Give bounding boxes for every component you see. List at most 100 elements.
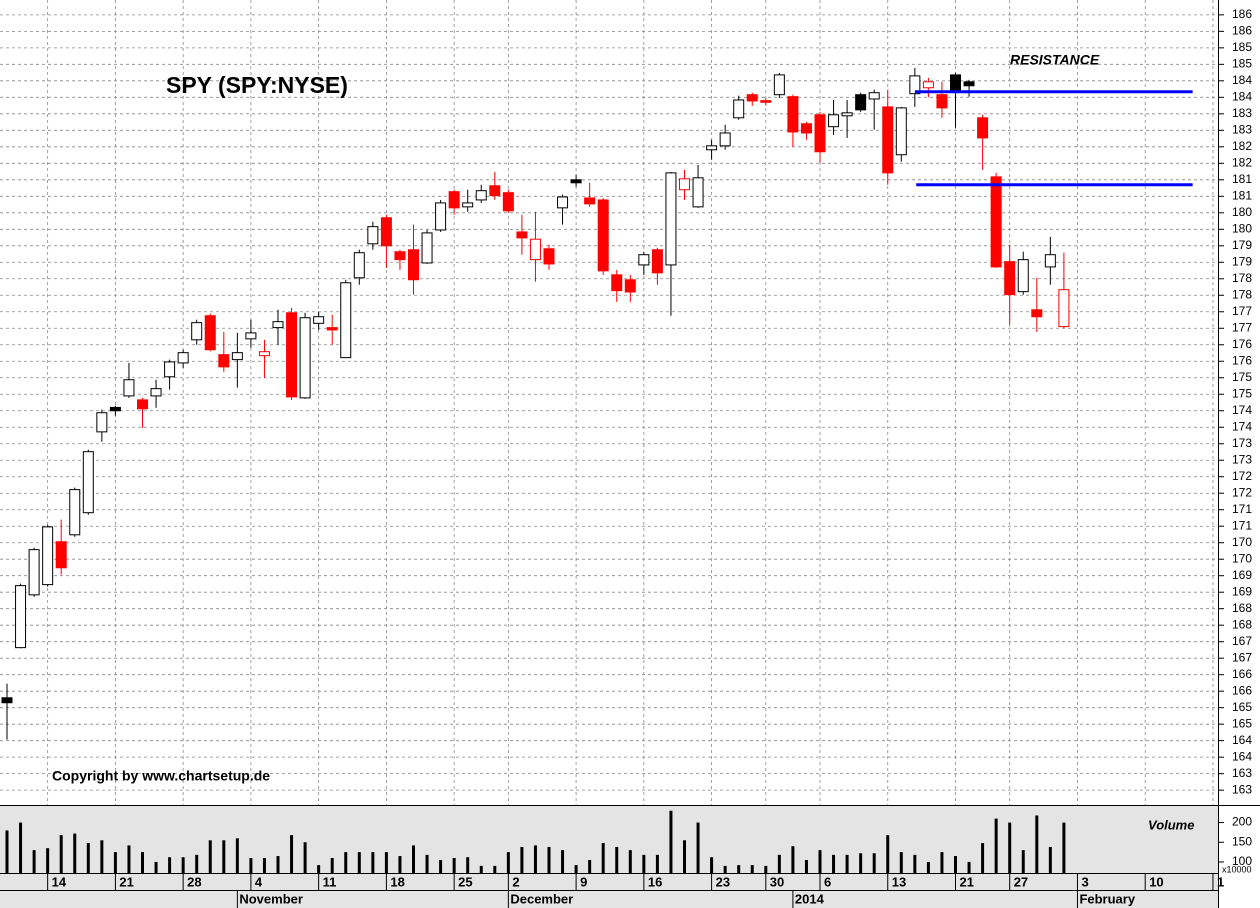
y-tick-label: 184: [1232, 89, 1252, 103]
candle-body: [231, 352, 243, 361]
candle-body: [462, 202, 474, 208]
volume-bar: [696, 822, 700, 873]
candle-body: [746, 94, 758, 102]
y-tick-label: 165: [1232, 716, 1252, 730]
volume-bar: [737, 865, 741, 873]
volume-bar: [208, 840, 212, 873]
candle-body: [895, 107, 907, 156]
candle-body: [557, 196, 569, 209]
candle-body: [651, 249, 663, 274]
y-tick-label: 168: [1232, 617, 1252, 631]
volume-bar: [574, 865, 578, 873]
candle-body: [150, 388, 162, 397]
candle-body: [1031, 309, 1043, 318]
y-tick-label: 175: [1232, 386, 1252, 400]
candle-body: [123, 379, 135, 397]
volume-bar: [1021, 850, 1025, 873]
candle-body: [1, 697, 13, 704]
volume-tick-label: 150: [1232, 834, 1252, 848]
volume-bar: [235, 838, 239, 873]
volume-bar: [344, 852, 348, 873]
candle-body: [313, 316, 325, 324]
volume-bar: [642, 854, 646, 873]
candle-body: [435, 202, 447, 231]
volume-bar: [547, 846, 551, 873]
y-tick-label: 177: [1232, 304, 1252, 318]
volume-bar: [357, 852, 361, 873]
candle-body: [909, 75, 921, 95]
annotation: RESISTANCE: [1010, 52, 1100, 68]
y-tick-label: 163: [1232, 766, 1252, 780]
volume-bar: [710, 857, 714, 873]
candle-body: [800, 123, 812, 134]
volume-bar: [1062, 822, 1066, 873]
month-label: 2014: [795, 891, 825, 906]
volume-bar: [588, 859, 592, 873]
y-tick-label: 173: [1232, 436, 1252, 450]
candle-body: [963, 81, 975, 87]
y-tick-label: 185: [1232, 57, 1252, 71]
candle-body: [855, 94, 867, 111]
candle-body: [529, 238, 541, 261]
volume-bar: [86, 843, 90, 873]
y-tick-label: 164: [1232, 749, 1252, 763]
y-tick-label: 186: [1232, 7, 1252, 21]
month-label: February: [1079, 891, 1135, 906]
y-tick-label: 179: [1232, 238, 1252, 252]
candle-body: [760, 100, 772, 103]
candle-body: [82, 451, 94, 514]
volume-bar: [330, 858, 334, 873]
volume-bar: [425, 854, 429, 873]
volume-bar: [100, 840, 104, 873]
volume-bar: [520, 846, 524, 873]
volume-bar: [940, 852, 944, 873]
y-tick-label: 164: [1232, 733, 1252, 747]
volume-bar: [818, 850, 822, 873]
volume-bar: [113, 852, 117, 873]
volume-bar: [777, 854, 781, 873]
volume-bar: [262, 858, 266, 873]
candle-body: [245, 332, 257, 340]
candle-body: [936, 94, 948, 109]
x-tick-label: 27: [1014, 874, 1028, 889]
grid: [0, 0, 1218, 805]
volume-pane: [0, 806, 1218, 873]
y-tick-label: 172: [1232, 485, 1252, 499]
x-tick-label: 4: [255, 874, 263, 889]
y-tick-label: 174: [1232, 419, 1252, 433]
candle-body: [489, 185, 501, 197]
candle-body: [584, 197, 596, 205]
x-tick-label: 28: [187, 874, 201, 889]
x-tick-label: 2: [512, 874, 519, 889]
candle-body: [137, 399, 148, 410]
y-tick-label: 163: [1232, 782, 1252, 796]
volume-bar: [601, 843, 605, 873]
volume-bar: [412, 845, 415, 873]
volume-bar: [154, 861, 158, 873]
candle-body: [1004, 261, 1016, 296]
candle-body: [55, 541, 67, 569]
volume-bar: [683, 840, 686, 873]
candle-body: [69, 489, 81, 536]
month-label: November: [239, 891, 303, 906]
volume-bar: [168, 857, 172, 873]
candle-body: [367, 226, 379, 245]
candle-body: [841, 112, 853, 117]
volume-bar: [981, 843, 985, 873]
y-tick-label: 171: [1232, 518, 1252, 532]
candle-body: [42, 526, 54, 586]
y-tick-label: 168: [1232, 601, 1252, 615]
volume-bar: [384, 852, 388, 873]
y-tick-label: 183: [1232, 106, 1252, 120]
candle-body: [828, 114, 840, 128]
candle-body: [191, 322, 203, 341]
candle-body: [638, 254, 650, 266]
x-tick-label: 6: [824, 874, 831, 889]
volume-bar: [832, 854, 836, 873]
volume-bar: [398, 856, 402, 873]
y-tick-label: 183: [1232, 122, 1252, 136]
volume-bar: [926, 861, 930, 873]
y-tick-label: 184: [1232, 73, 1252, 87]
candle-body: [733, 99, 745, 119]
